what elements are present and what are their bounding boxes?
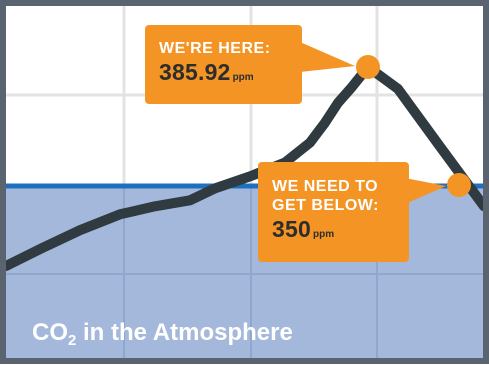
- chart-title-co: CO: [32, 319, 68, 346]
- current-level-unit: ppm: [232, 72, 254, 83]
- chart-title-rest: in the Atmosphere: [76, 319, 293, 346]
- target-level-unit: ppm: [312, 229, 335, 240]
- chart-title-subscript: 2: [68, 332, 77, 349]
- target-level-callout: WE NEED TO GET BELOW: 350 ppm: [258, 162, 409, 262]
- target-level-marker: [447, 173, 471, 197]
- current-level-number: 385.92: [159, 59, 231, 85]
- callout-pointer-current: [300, 42, 355, 72]
- target-level-heading-1: WE NEED TO: [272, 178, 379, 195]
- callout-pointer-target: [405, 178, 446, 204]
- target-level-number: 350: [272, 216, 311, 242]
- current-level-value: 385.92 ppm: [159, 59, 302, 86]
- current-level-heading: WE'RE HERE:: [159, 40, 271, 57]
- target-level-heading-2: GET BELOW:: [272, 197, 379, 214]
- chart-title: CO2 in the Atmosphere: [32, 319, 293, 350]
- current-level-callout: WE'RE HERE: 385.92 ppm: [145, 25, 302, 104]
- current-level-marker: [356, 55, 380, 79]
- target-level-value: 350 ppm: [272, 216, 409, 243]
